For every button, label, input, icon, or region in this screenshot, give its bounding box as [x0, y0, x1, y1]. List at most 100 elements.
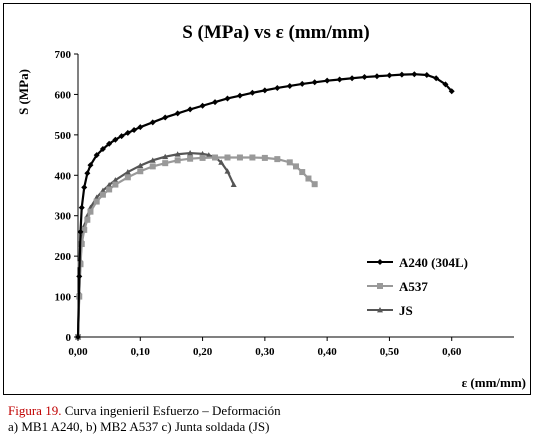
data-point	[423, 72, 430, 79]
data-point	[299, 169, 306, 176]
data-point	[78, 241, 85, 248]
data-point	[311, 181, 318, 188]
figure-caption: Figura 19. Curva ingenieril Esfuerzo – D…	[8, 403, 281, 435]
x-axis-label: ε (mm/mm)	[462, 375, 526, 390]
y-tick-label: 0	[66, 332, 72, 344]
y-tick-label: 200	[55, 251, 72, 263]
data-point	[187, 106, 194, 113]
data-point	[76, 273, 83, 280]
y-axis-label: S (MPa)	[16, 69, 31, 115]
data-point	[137, 162, 144, 168]
data-point	[249, 154, 256, 161]
data-point	[433, 75, 440, 82]
x-tick-label: 0,20	[193, 346, 213, 358]
data-point	[377, 307, 383, 313]
series-line	[76, 73, 453, 338]
data-point	[99, 146, 106, 153]
data-point	[174, 151, 181, 157]
data-point	[261, 87, 268, 94]
data-point	[212, 154, 219, 161]
data-point	[236, 92, 243, 99]
data-point	[187, 155, 194, 162]
chart-title: S (MPa) vs ε (mm/mm)	[182, 22, 370, 43]
data-point	[174, 110, 181, 117]
data-point	[361, 74, 368, 81]
data-point	[84, 170, 91, 177]
caption-line-2: a) MB1 A240, b) MB2 A537 c) Junta soldad…	[8, 419, 270, 434]
stress-strain-chart: S (MPa) vs ε (mm/mm) S (MPa) ε (mm/mm) 0…	[16, 22, 526, 390]
data-point	[373, 73, 380, 80]
data-point	[224, 154, 231, 161]
data-point	[377, 259, 383, 265]
legend-label: A537	[399, 279, 428, 294]
x-tick-label: 0,10	[131, 346, 151, 358]
data-point	[93, 198, 100, 205]
data-point	[398, 71, 405, 78]
caption-line-1: Curva ingenieril Esfuerzo – Deformación	[61, 403, 281, 418]
x-tick-label: 0,50	[380, 346, 400, 358]
data-point	[149, 119, 156, 126]
data-point	[236, 154, 243, 161]
data-point	[75, 334, 81, 340]
data-point	[224, 95, 231, 102]
data-point	[218, 159, 225, 165]
data-point	[261, 154, 268, 161]
y-tick-label: 100	[55, 292, 72, 304]
data-point	[299, 80, 306, 87]
data-point	[84, 216, 91, 223]
data-point	[93, 152, 100, 159]
data-point	[162, 114, 169, 121]
data-point	[205, 152, 212, 158]
data-point	[224, 168, 231, 174]
data-point	[99, 191, 106, 198]
data-point	[124, 169, 131, 175]
data-point	[124, 174, 131, 181]
figure-label: Figura 19.	[8, 403, 62, 418]
data-point	[149, 157, 156, 163]
data-point	[187, 150, 194, 156]
y-tick-label: 700	[55, 49, 72, 61]
data-point	[162, 160, 169, 167]
data-point	[106, 140, 113, 147]
data-point	[78, 204, 85, 211]
data-point	[386, 72, 393, 79]
data-point	[199, 102, 206, 109]
legend-label: A240 (304L)	[399, 255, 468, 270]
data-point	[124, 129, 131, 136]
data-point	[324, 77, 331, 84]
data-point	[249, 89, 256, 96]
chart-frame: S (MPa) vs ε (mm/mm) S (MPa) ε (mm/mm) 0…	[3, 3, 531, 395]
data-point	[137, 168, 144, 175]
data-point	[112, 181, 119, 188]
data-point	[118, 133, 125, 140]
legend-label: JS	[399, 303, 413, 318]
data-point	[311, 79, 318, 86]
data-point	[106, 186, 113, 193]
data-point	[305, 175, 312, 182]
y-tick-label: 300	[55, 211, 72, 223]
x-tick-label: 0,60	[442, 346, 462, 358]
data-point	[212, 99, 219, 106]
data-point	[199, 154, 206, 161]
data-point	[112, 177, 119, 183]
x-tick-label: 0,30	[255, 346, 275, 358]
data-point	[293, 163, 299, 170]
series-lines	[75, 71, 455, 340]
data-point	[87, 208, 94, 215]
axes: 0 100 200 300 400 500 600 700 0,00 0,10 0,20 0,30 0,…	[55, 49, 514, 358]
y-tick-label: 500	[55, 130, 72, 142]
data-point	[77, 228, 84, 235]
data-point	[377, 283, 383, 289]
data-point	[81, 226, 88, 233]
data-point	[442, 81, 449, 88]
data-point	[149, 163, 156, 170]
legend-item: A537	[367, 279, 428, 294]
data-point	[112, 136, 119, 143]
series-js	[75, 150, 237, 340]
data-point	[349, 75, 356, 82]
data-point	[448, 88, 455, 95]
series-line	[76, 151, 235, 338]
data-point	[162, 153, 169, 160]
y-tick-label: 600	[55, 89, 72, 101]
x-tick-label: 0,00	[68, 346, 88, 358]
